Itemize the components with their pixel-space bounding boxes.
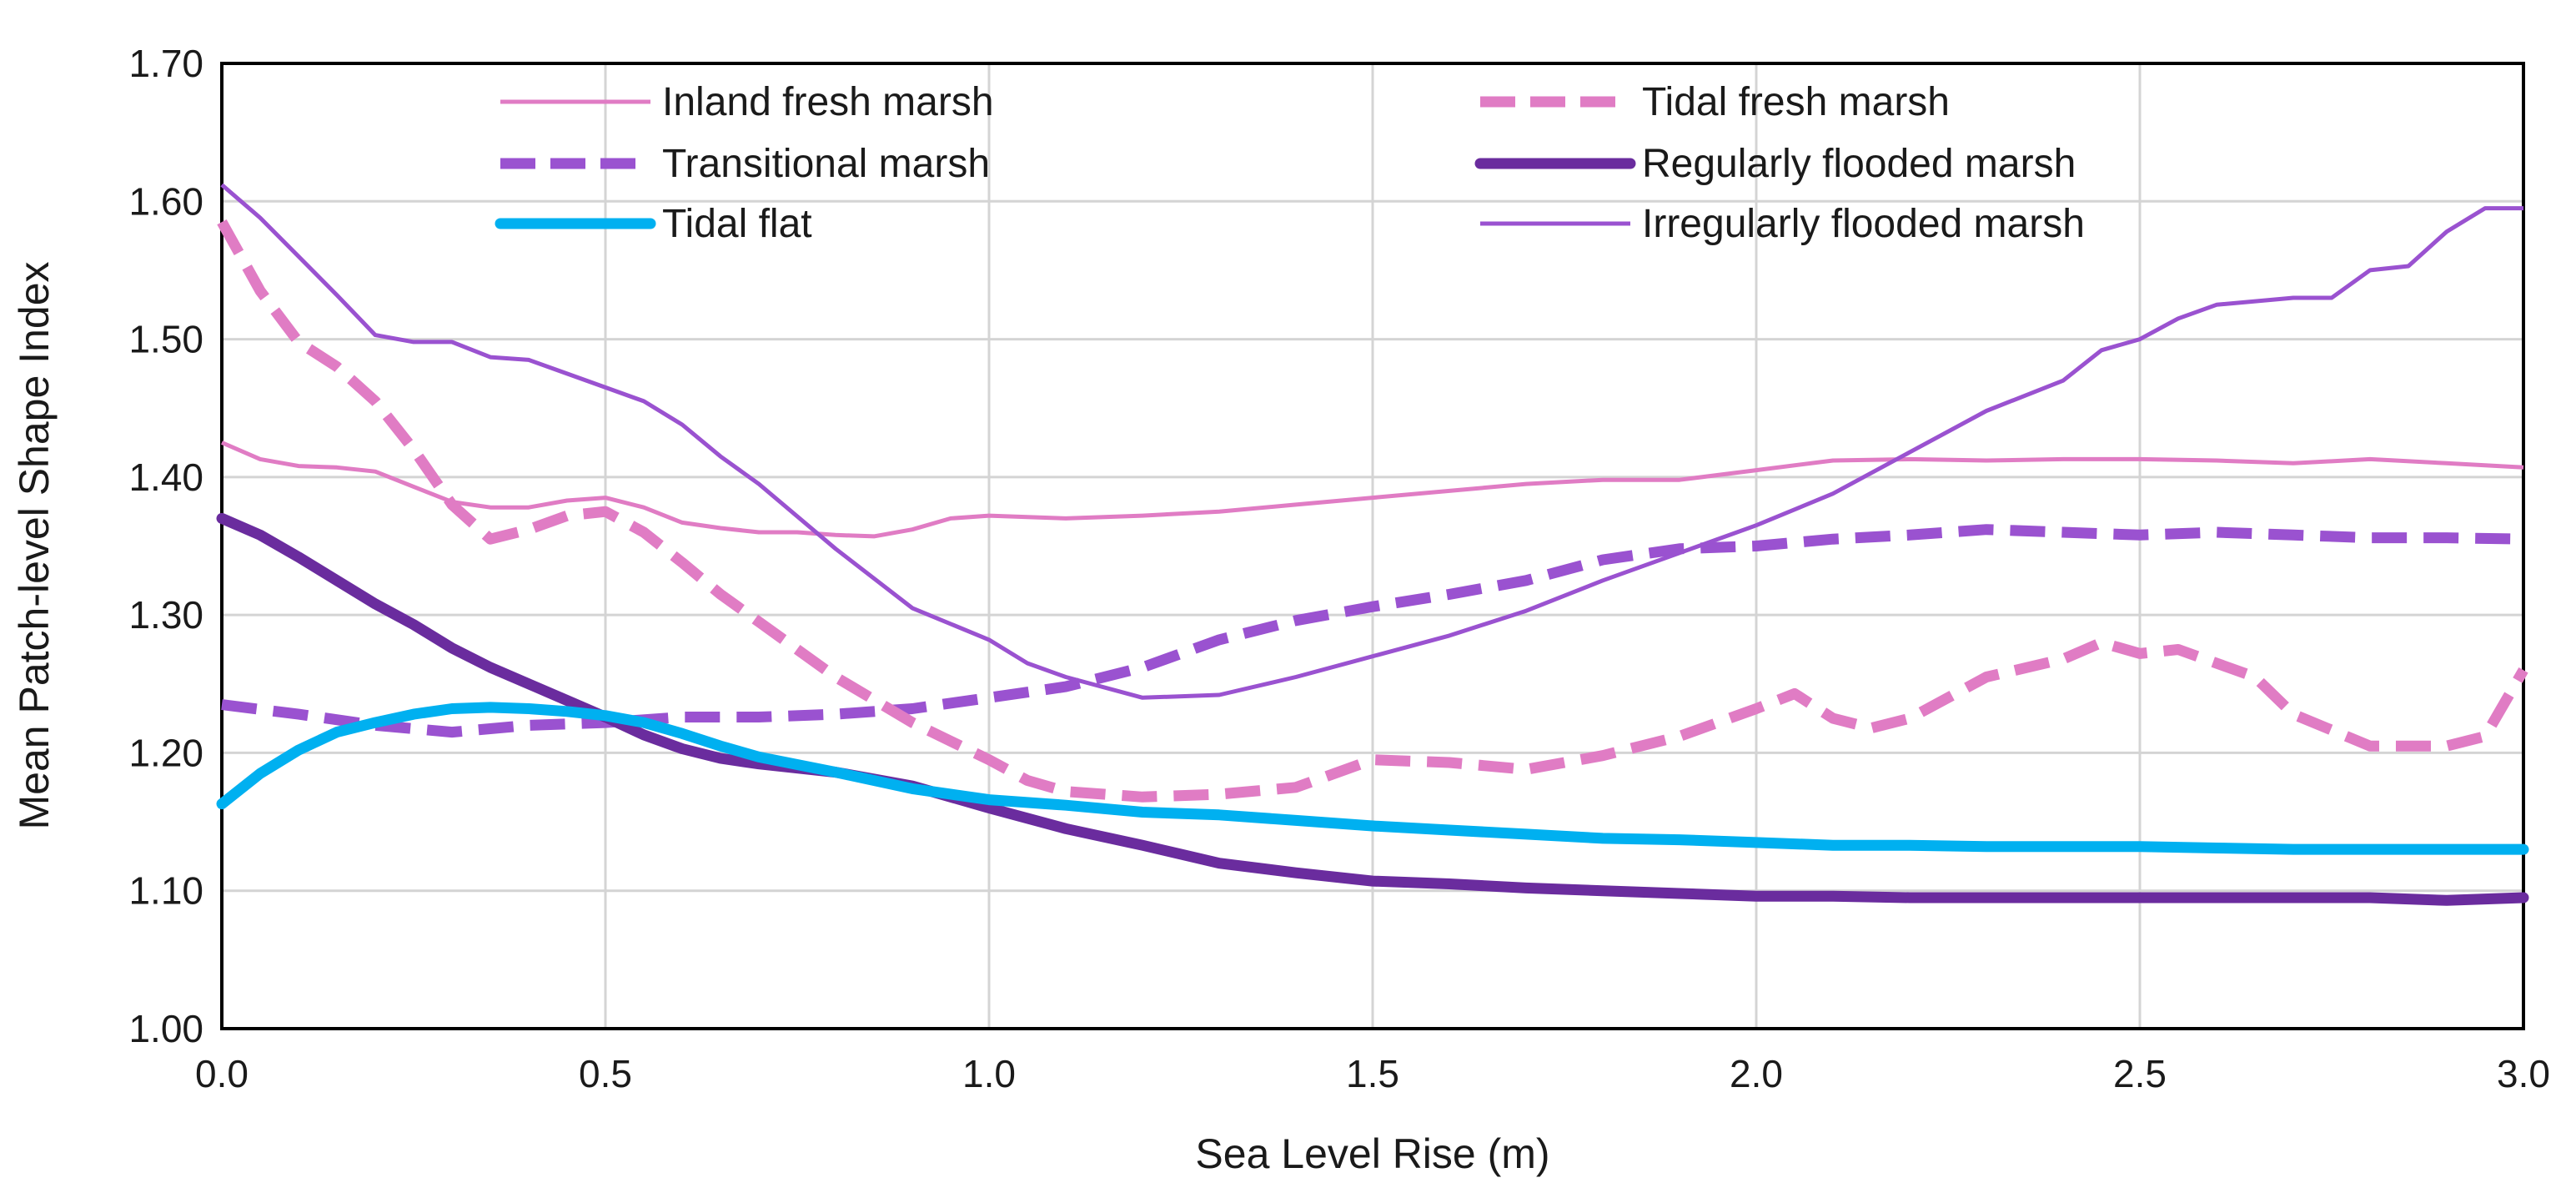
legend-label: Tidal fresh marsh <box>1642 80 1950 124</box>
legend: Inland fresh marsh Tidal fresh marsh Trans… <box>495 80 2085 246</box>
y-axis-title: Mean Patch-level Shape Index <box>11 262 58 830</box>
y-tick-label: 1.00 <box>128 1007 203 1050</box>
series-line-irregularly-flooded-marsh <box>220 183 2523 700</box>
y-tick-label: 1.50 <box>128 318 203 361</box>
legend-label: Tidal flat <box>662 202 812 246</box>
y-tick-label: 1.10 <box>128 869 203 913</box>
y-tick-label: 1.20 <box>128 731 203 774</box>
y-tick-label: 1.60 <box>128 179 203 223</box>
series-line-tidal-fresh-marsh <box>217 219 2528 803</box>
legend-item-inland-fresh-marsh: Inland fresh marsh <box>500 80 994 124</box>
plot-area-border <box>220 62 2525 1030</box>
series-line-regularly-flooded-marsh <box>216 512 2529 906</box>
y-tick-label: 1.70 <box>128 42 203 85</box>
series-line-inland-fresh-marsh <box>221 440 2524 539</box>
legend-label: Regularly flooded marsh <box>1642 142 2076 186</box>
y-tick-label: 1.40 <box>128 456 203 499</box>
legend-item-transitional-marsh: Transitional marsh <box>500 142 990 186</box>
legend-item-tidal-fresh-marsh: Tidal fresh marsh <box>1480 80 1950 124</box>
x-tick-label: 1.5 <box>1346 1052 1399 1095</box>
legend-item-regularly-flooded-marsh: Regularly flooded marsh <box>1474 142 2076 186</box>
x-tick-label: 0.0 <box>195 1052 249 1095</box>
legend-label: Irregularly flooded marsh <box>1642 202 2085 246</box>
legend-label: Inland fresh marsh <box>662 80 994 124</box>
x-tick-label: 2.0 <box>1730 1052 1783 1095</box>
x-axis-title: Sea Level Rise (m) <box>1195 1130 1549 1177</box>
x-tick-label: 3.0 <box>2497 1052 2550 1095</box>
series-line-tidal-flat <box>216 702 2529 855</box>
legend-item-tidal-flat: Tidal flat <box>495 202 812 246</box>
legend-label: Transitional marsh <box>662 142 990 186</box>
axis-tick-labels: 0.0 0.5 1.0 1.5 2.0 2.5 3.0 1.00 1.10 1.20 1.30 1.4… <box>128 42 2550 1095</box>
series-lines <box>216 183 2529 906</box>
x-tick-label: 0.5 <box>579 1052 632 1095</box>
legend-item-irregularly-flooded-marsh: Irregularly flooded marsh <box>1480 202 2085 246</box>
y-tick-label: 1.30 <box>128 593 203 637</box>
x-tick-label: 2.5 <box>2113 1052 2167 1095</box>
x-tick-label: 1.0 <box>962 1052 1016 1095</box>
